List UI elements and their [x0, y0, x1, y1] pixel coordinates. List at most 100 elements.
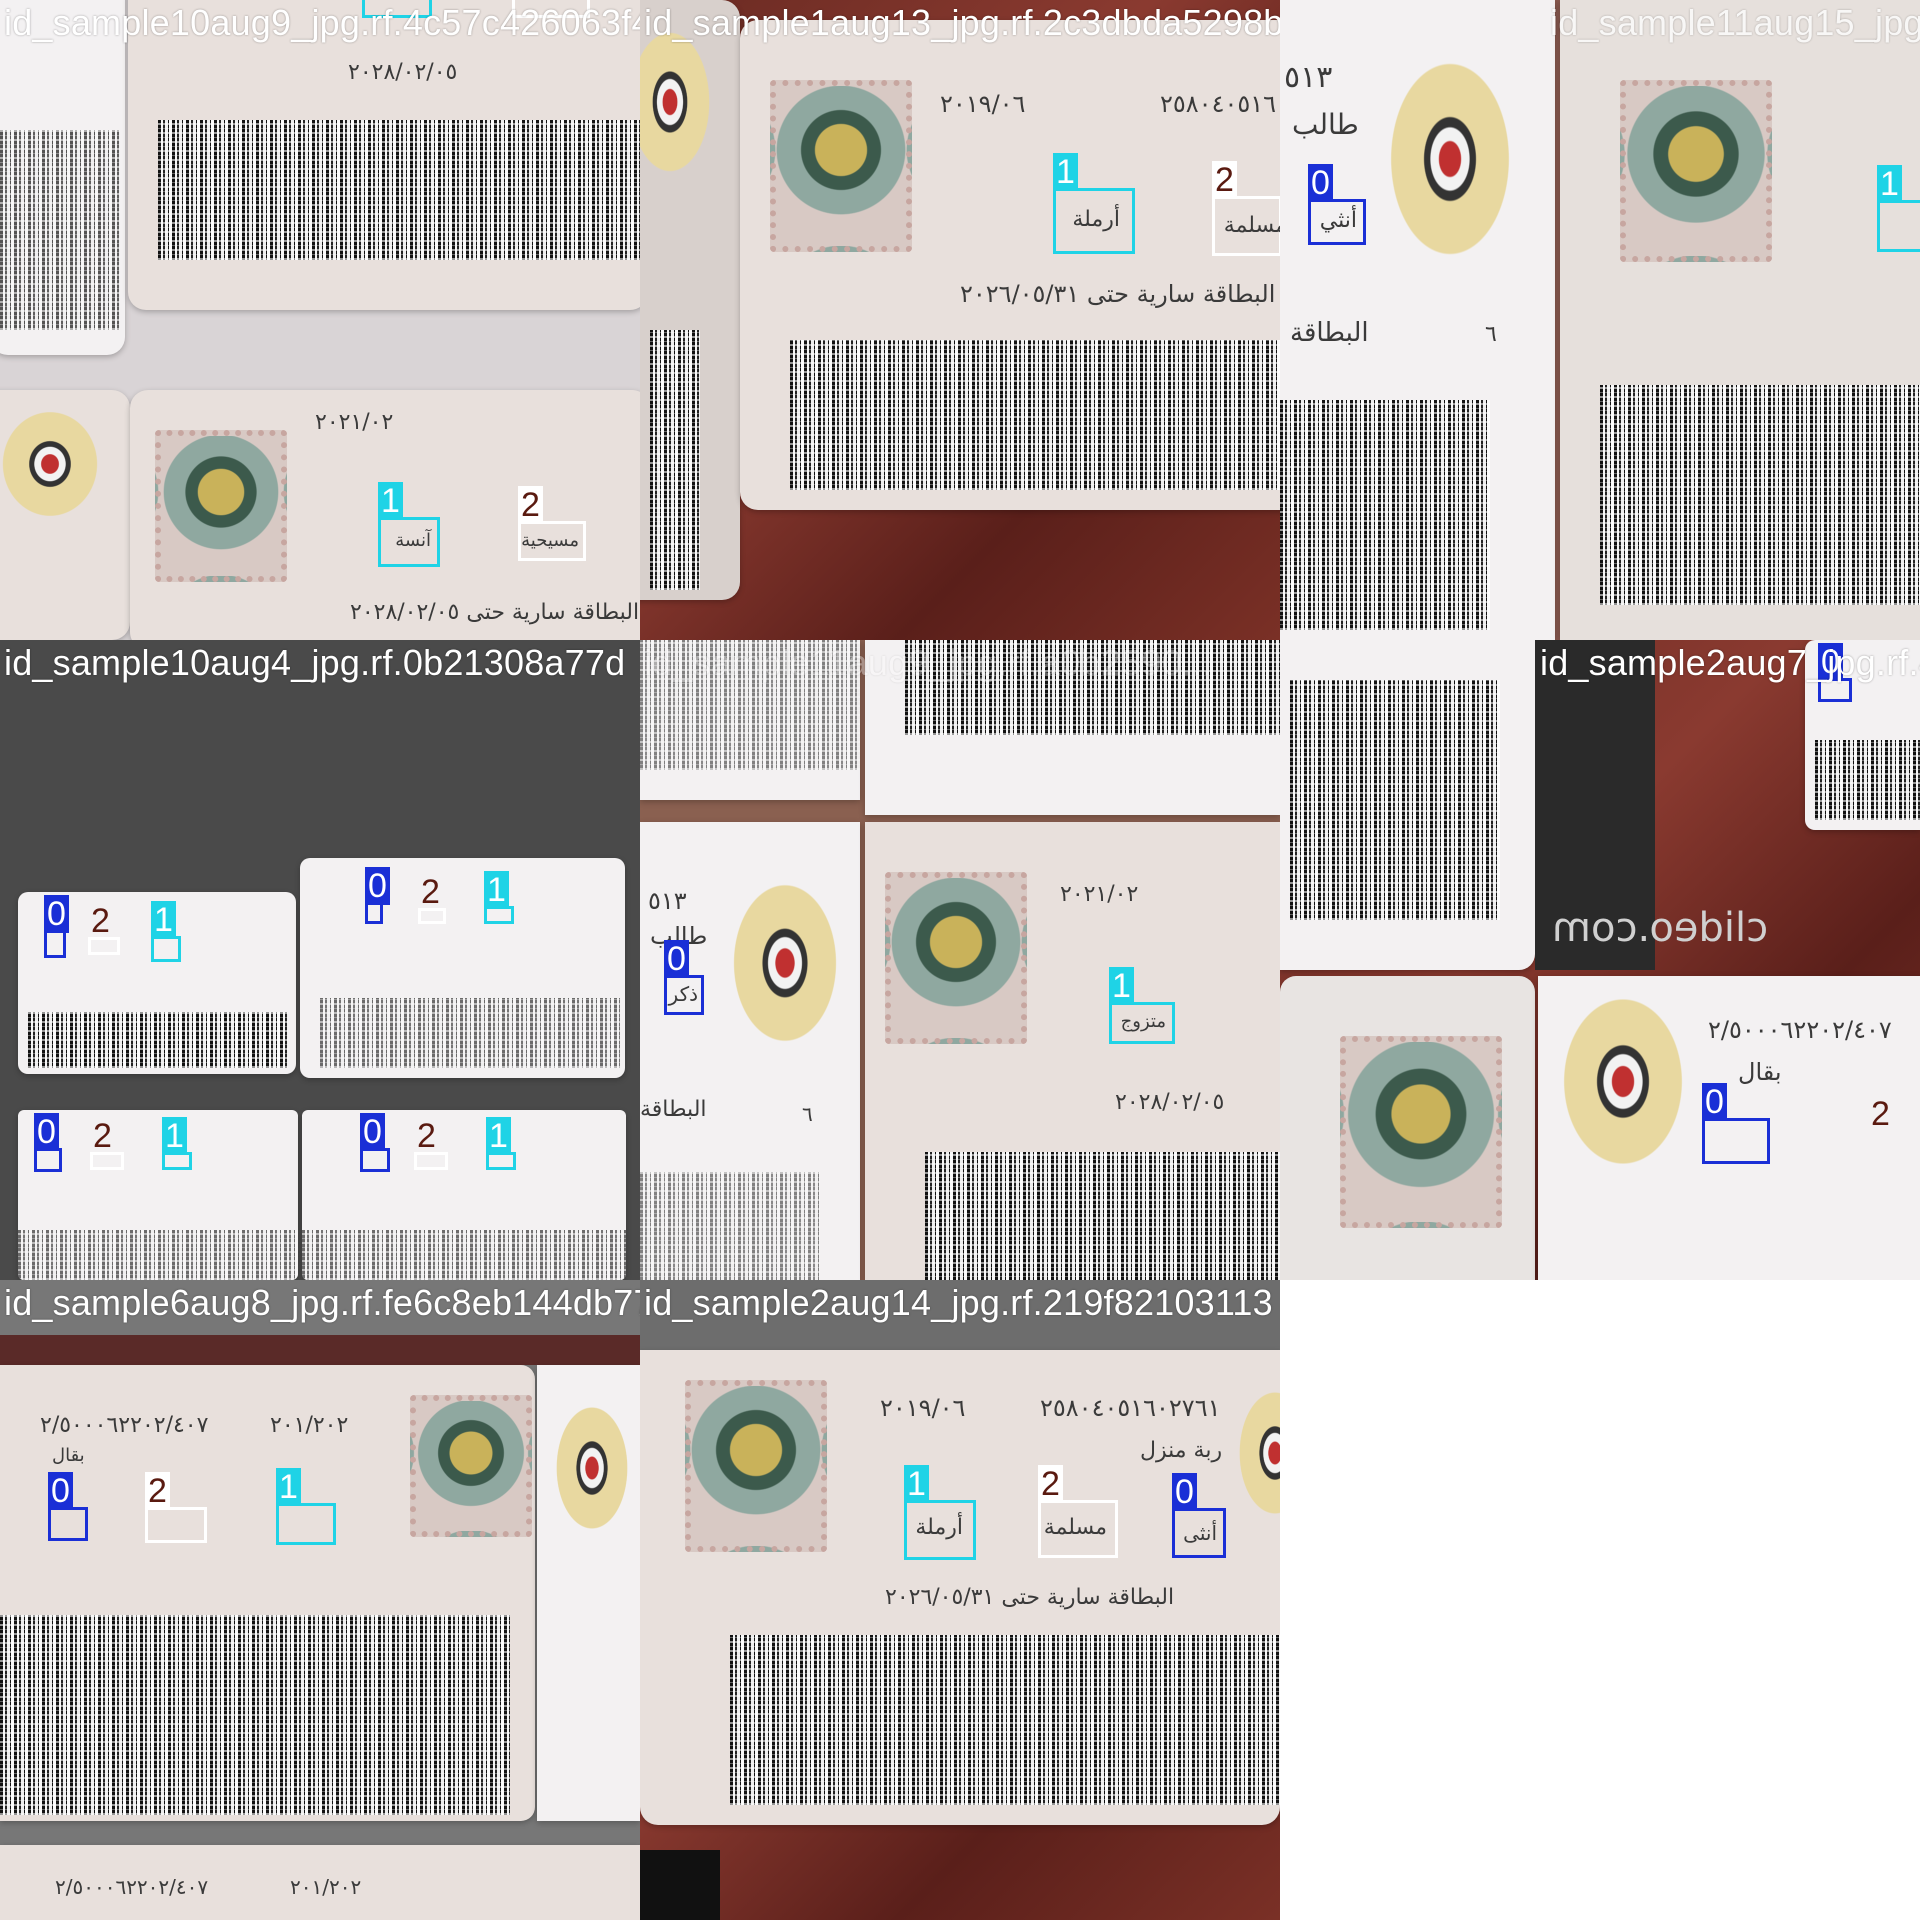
religion-text: مسلمة [1223, 213, 1280, 238]
class-label: 0 [1818, 643, 1843, 681]
detection-box-class-2: 2 مسيحية [518, 486, 586, 561]
detection-box-class-2: 2 [88, 902, 120, 955]
detection-box-class-0: 0 [44, 895, 69, 958]
id-card-front: ٥١٣ طالب البطاقة ٦ 0 ذكر [640, 822, 860, 1280]
code-text: ٥١٣ [1284, 60, 1333, 95]
detection-box-class-2: 2 [1868, 1095, 1920, 1166]
class-label: 2 [93, 1117, 112, 1155]
class-label: 0 [664, 940, 689, 978]
issue-date: ٢٠١/٢٠٢ [290, 1875, 362, 1899]
barcode [905, 640, 1280, 735]
detection-box-class-1: 1 [484, 871, 514, 924]
class-label: 1 [486, 1117, 511, 1155]
barcode [1815, 740, 1920, 820]
class-label: 1 [378, 482, 403, 520]
issue-date: ٢٠٢١/٠٢ [1060, 882, 1139, 907]
gender-text: ذكر [668, 982, 698, 1006]
card-label-text: البطاقة [640, 1097, 707, 1122]
validity-line: البطاقة سارية حتى ٢٠٢٨/٠٢/٠٥ [350, 600, 640, 625]
mosaic-tile-7: ٢/٥٠٠٠٦٢٢٠٢/٤٠٧ ٢٠١/٢٠٢ بقال 0 2 1 ٢/٥٠٠… [0, 1280, 640, 1920]
detection-box-class-1: 1 [362, 0, 432, 18]
id-card-back [1280, 640, 1535, 970]
class-label: 2 [145, 1472, 170, 1510]
id-card-front: ٢/٥٠٠٠٦٢٢٠٢/٤٠٧ ٢٠١/٢٠٢ [0, 1845, 640, 1920]
pharaoh-mask-icon [155, 430, 287, 582]
detection-box-class-0: 0 [34, 1113, 62, 1172]
class-label: 2 [518, 486, 543, 524]
tile-caption: id_sample10aug4_jpg.rf.0b21308a77d [4, 642, 626, 683]
detection-box-class-1: 1 متزوج [1109, 967, 1175, 1044]
pharaoh-mask-icon [410, 1395, 532, 1537]
pharaoh-mask-icon [770, 80, 912, 252]
class-label: 0 [1702, 1083, 1727, 1121]
eagle-emblem-icon [1375, 60, 1525, 280]
class-label: 1 [151, 901, 176, 939]
tile-caption: id_sample11aug9_jpg.rf.a0b2590... [644, 642, 1213, 683]
mosaic-tile-1: ٢٠٢٨/٠٢/٠٥ ٢٠٢١/٠٢ البطاقة سارية حتى ٢٠٢… [0, 0, 640, 640]
class-label: 1 [1877, 165, 1902, 203]
class-label: 1 [1053, 153, 1078, 191]
class-label: 2 [1871, 1095, 1890, 1133]
id-card-front: 0 2 1 [302, 1110, 626, 1280]
tile-caption: id_sample11aug15_jpg.rf.fc2ef3bb94 [1550, 2, 1920, 43]
class-label: 0 [44, 895, 69, 933]
detection-box-class-0: 0 [1702, 1083, 1770, 1164]
eagle-emblem-icon [547, 1405, 637, 1545]
id-card-front: 0 2 1 [300, 858, 625, 1078]
barcode [320, 998, 620, 1068]
pharaoh-mask-icon [885, 872, 1027, 1044]
id-card-front: ٢٠١٩/٠٦ ٢٥٨٠٤٠٥١٦٠٢٧٦١ ربة منزل البطاقة … [640, 1350, 1280, 1825]
occupation-text: بقال [52, 1445, 85, 1466]
id-card-front: 0 2 1 [18, 892, 296, 1074]
detection-box-class-2: 2 [418, 873, 446, 924]
id-card-front [1560, 0, 1920, 640]
class-label: 2 [417, 1117, 436, 1155]
class-label: 0 [360, 1113, 385, 1151]
detection-box-class-2: 2 [90, 1117, 124, 1170]
detection-box-class-1: 1 آنسة [378, 482, 440, 567]
gender-text: أنثي [1319, 208, 1357, 233]
detection-box-class-0: 0 [1818, 643, 1852, 702]
id-card-front [640, 0, 740, 600]
detection-box-class-2: 2 [512, 0, 590, 18]
religion-text: مسلمة [1043, 1515, 1107, 1540]
class-label: 1 [276, 1468, 301, 1506]
id-number: ٢٥٨٠٤٠٥١٦٠٢٧٦١ [1040, 1394, 1221, 1422]
class-label: 0 [365, 867, 390, 905]
pharaoh-mask-icon [1620, 80, 1772, 262]
id-card-front: ٢٠٢١/٠٢ ٢٠٢٨/٠٢/٠٥ 1 متزوج [865, 822, 1280, 1280]
class-label: 1 [162, 1117, 187, 1155]
class-label: 2 [1212, 161, 1237, 199]
barcode [650, 330, 700, 590]
detection-box-class-2: 2 [145, 1472, 207, 1543]
id-card-front [537, 1365, 640, 1821]
validity-date: ٢٠٢٨/٠٢/٠٥ [1115, 1090, 1225, 1115]
eagle-emblem-icon [720, 882, 850, 1062]
id-card-back: 0 [1805, 640, 1920, 830]
detection-box-class-2: 2 [414, 1117, 448, 1170]
detection-box-class-1: 1 [486, 1117, 516, 1170]
number-text: ٦ [802, 1102, 813, 1126]
eagle-emblem-icon [1548, 996, 1698, 1186]
barcode [0, 1615, 510, 1815]
marital-status-text: متزوج [1120, 1011, 1166, 1032]
tile-caption: id_sample6aug8_jpg.rf.fe6c8eb144db77d340 [4, 1282, 640, 1323]
id-card-back: ٢٠٢٨/٠٢/٠٥ [128, 0, 640, 310]
id-card-front: ٢٠١٩/٠٦ ٢٥٨٠٤٠٥١٦٠٢٧٦١ البطاقة سارية حتى… [740, 20, 1280, 510]
id-number: ٢/٥٠٠٠٦٢٢٠٢/٤٠٧ [1708, 1016, 1892, 1044]
class-label: 0 [34, 1113, 59, 1151]
detection-box-class-1: 1 [1877, 165, 1920, 252]
detection-box-class-0: 0 أنثى [1172, 1473, 1226, 1558]
dark-band [0, 1335, 640, 1365]
occupation-text: بقال [1738, 1058, 1782, 1086]
id-card-front: 0 2 1 [18, 1110, 298, 1280]
pharaoh-mask-icon [1340, 1036, 1502, 1228]
barcode [1280, 400, 1490, 630]
class-label: 0 [48, 1472, 73, 1510]
detection-box-class-1: 1 أرملة [1053, 153, 1135, 254]
mosaic-tile-2: ٢٠١٩/٠٦ ٢٥٨٠٤٠٥١٦٠٢٧٦١ البطاقة سارية حتى… [640, 0, 1280, 640]
class-label: 1 [484, 871, 509, 909]
validity-date: ٢٠٢٨/٠٢/٠٥ [348, 60, 458, 85]
validity-line: البطاقة سارية حتى ٢٠٢٦/٠٥/٣١ [960, 280, 1276, 308]
